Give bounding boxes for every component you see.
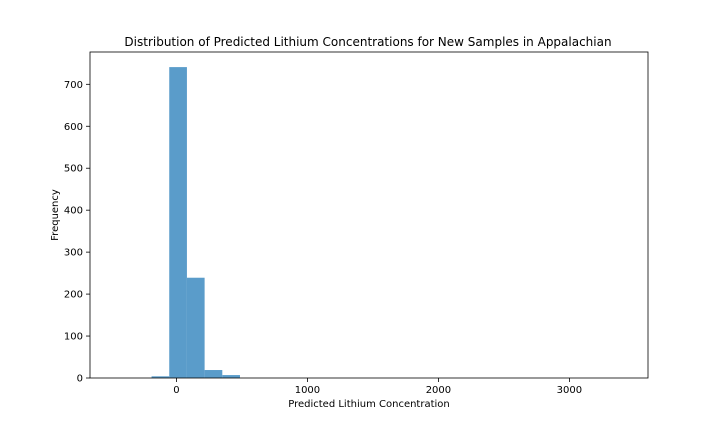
y-tick-label-5: 500 — [64, 164, 83, 175]
x-tick-label-1: 1000 — [295, 385, 320, 396]
x-tick-label-0: 0 — [173, 385, 179, 396]
x-tick-label-2: 2000 — [426, 385, 451, 396]
x-axis-label: Predicted Lithium Concentration — [288, 399, 450, 410]
y-tick-label-4: 400 — [64, 206, 83, 217]
histogram-bar-2 — [186, 277, 205, 378]
y-axis-label: Frequency — [50, 189, 61, 241]
y-tick-label-7: 700 — [64, 80, 83, 91]
histogram-bar-4 — [222, 375, 240, 378]
y-tick-label-0: 0 — [77, 374, 83, 385]
x-axis-ticks: 0 1000 2000 3000 — [173, 378, 582, 396]
y-axis-ticks: 0 100 200 300 400 500 600 700 — [64, 80, 90, 385]
plot-frame — [89, 51, 649, 379]
histogram-bar-1 — [169, 67, 187, 378]
y-tick-label-3: 300 — [64, 248, 83, 259]
y-tick-label-6: 600 — [64, 122, 83, 133]
histogram-bar-3 — [204, 370, 223, 378]
histogram-bar-0 — [151, 376, 170, 378]
x-tick-label-3: 3000 — [557, 385, 582, 396]
chart-title: Distribution of Predicted Lithium Concen… — [124, 35, 611, 49]
bars-group — [151, 67, 240, 378]
y-tick-label-1: 100 — [64, 332, 83, 343]
y-tick-label-2: 200 — [64, 290, 83, 301]
